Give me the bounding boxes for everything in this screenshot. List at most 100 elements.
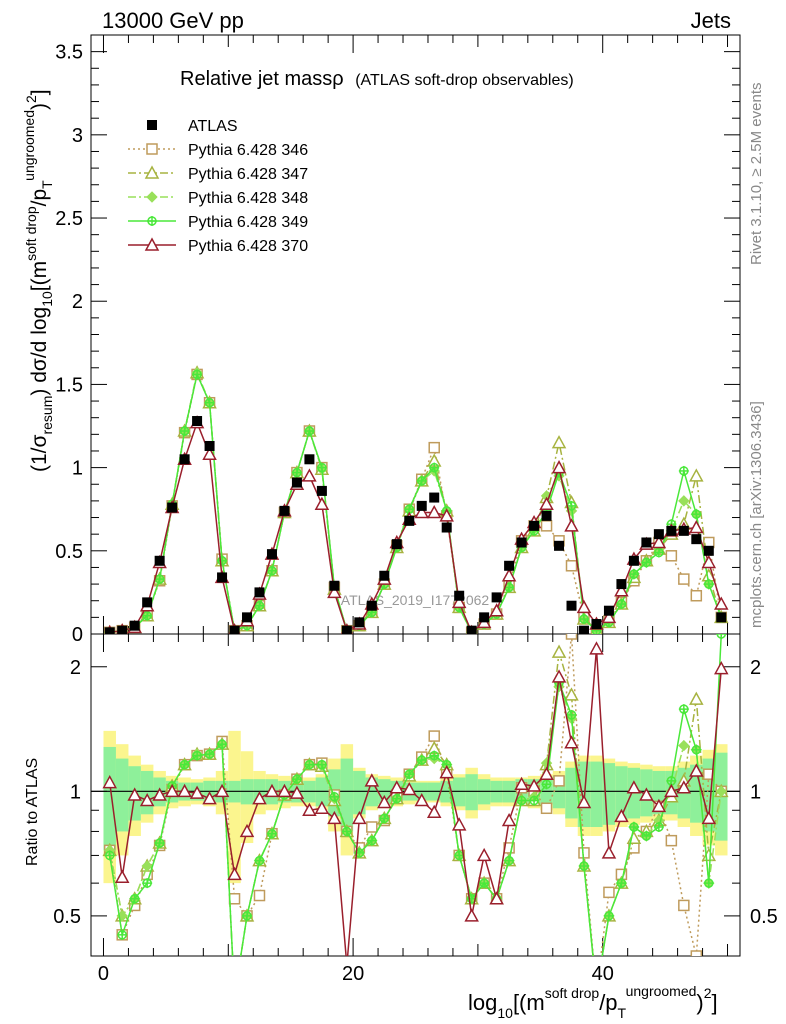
data-point [628,555,639,566]
data-point [466,625,477,634]
legend-entry-5: Pythia 6.428 370 [128,237,308,255]
ratio-point [501,812,517,827]
ratio-point [252,791,267,805]
ratio-point [701,810,717,825]
data-point [279,505,290,516]
ratio-y-tick-label: 2 [750,657,761,679]
ratio-point [239,823,255,838]
y-tick-label: 2.5 [55,208,83,230]
data-point [441,522,452,533]
ratio-point [377,794,392,809]
chart-subtitle: (ATLAS soft-drop observables) [355,72,573,89]
y-axis-label: (1/σresum) dσ/d log10[(msoft drop/pTungr… [21,89,55,472]
data-point [316,485,327,496]
series-point [689,519,704,534]
data-point [167,502,178,513]
ratio-point [664,783,679,798]
ratio-point [379,813,390,824]
series-point [540,520,553,532]
data-point [479,612,490,623]
series-point [451,594,467,609]
ratio-point [302,802,317,817]
series-point [204,397,215,408]
x-tick-label: 40 [592,963,614,985]
y-tick-label: 2 [72,291,83,313]
ratio-point [429,750,440,761]
series-point [689,468,704,482]
y-axis-label-text: (1/σresum) dσ/d log10[(msoft drop/pTungr… [21,89,55,472]
series-point [192,369,203,380]
series-point [202,446,217,461]
data-point [691,534,702,545]
ratio-point [715,785,727,798]
ratio-point [352,810,367,825]
ratio-point [603,886,615,899]
ratio-point [589,641,604,655]
series-point [565,560,578,572]
data-point [104,627,115,634]
ratio-point [341,826,352,837]
series-point [429,462,440,473]
series-point [154,574,165,585]
ratio-point [504,855,515,866]
data-point [266,549,277,560]
band-inner [340,758,354,832]
ratio-point [451,817,467,831]
data-point [541,510,552,521]
series-point [304,426,315,437]
ratio-point [576,794,592,809]
ratio-point [514,776,529,791]
ratio-point [127,787,142,801]
data-point [616,579,627,590]
data-point [666,525,677,536]
series-point [414,504,430,519]
axes: 0 0.5 1 1.5 2 2.5 3 3.5 0 20 40 0.5 0.5 1 1 2 2 [53,35,778,985]
series-point [327,584,342,599]
ratio-point [464,908,479,922]
ratio-y-tick-label: 2 [70,657,81,679]
data-point [554,540,565,551]
ratio-y-tick-label: 1 [70,781,81,803]
series-point [576,599,592,614]
ratio-y-tick-label: 0.5 [53,906,81,928]
data-point [504,560,515,571]
x-tick-label: 0 [98,963,109,985]
series-point [142,610,153,621]
data-point [404,515,415,526]
legend-marker [147,216,157,226]
data-point [529,520,540,531]
ratio-point [152,787,167,801]
rivet-version-label: Rivet 3.1.10, ≥ 2.5M events [748,83,765,266]
legend-marker [144,237,160,251]
series-point [641,557,652,568]
ratio-point [141,860,153,872]
legend-marker [146,191,158,203]
series-point [691,509,702,520]
y-tick-label: 1.5 [55,374,83,396]
category-label: Jets [691,8,731,33]
series-point [653,547,664,558]
ratio-point [329,791,340,802]
atlas-data-points [104,416,727,634]
legend-label: ATLAS [188,118,238,135]
ratio-point [327,810,342,825]
ratio-plot-series [102,634,729,956]
ratio-point [214,783,230,798]
ratio-point [202,791,217,805]
ratio-point [177,783,192,798]
series-point [439,508,454,522]
series-point [564,518,579,532]
ratio-point [651,798,667,813]
data-point [578,625,589,634]
data-point [678,525,689,536]
data-point [591,619,602,630]
ratio-point [476,847,492,862]
band-inner [465,774,478,811]
series-point [254,600,265,611]
ratio-point [479,878,490,889]
ratio-point [653,821,664,832]
data-point [129,620,140,631]
ratio-point [678,704,689,715]
data-point [653,529,664,540]
ratio-series-4 [104,634,727,956]
